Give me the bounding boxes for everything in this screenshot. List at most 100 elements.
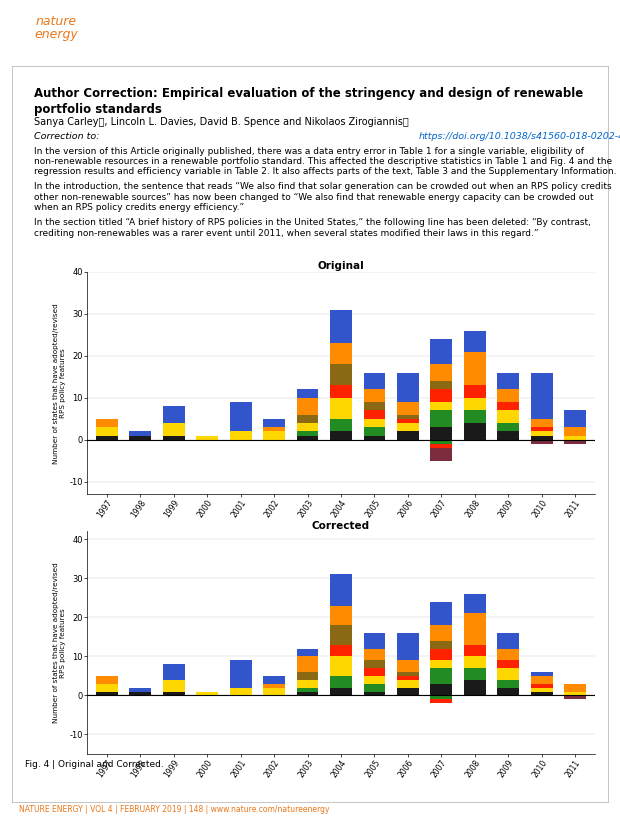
Bar bbox=[430, 641, 452, 648]
Bar bbox=[564, 436, 586, 440]
Bar bbox=[363, 676, 385, 684]
Bar bbox=[297, 691, 319, 695]
Bar bbox=[330, 432, 352, 440]
Bar bbox=[363, 684, 385, 691]
Bar bbox=[330, 676, 352, 687]
Bar bbox=[330, 644, 352, 657]
Bar bbox=[531, 684, 552, 687]
Bar bbox=[264, 687, 285, 695]
Bar bbox=[297, 687, 319, 691]
Bar bbox=[430, 660, 452, 668]
Bar bbox=[363, 410, 385, 419]
Bar bbox=[264, 427, 285, 432]
Bar bbox=[464, 330, 485, 352]
Bar bbox=[363, 402, 385, 410]
Bar bbox=[564, 427, 586, 436]
Bar bbox=[130, 436, 151, 440]
Bar bbox=[497, 410, 519, 423]
Bar bbox=[264, 676, 285, 684]
Text: In the introduction, the sentence that reads “We also find that solar generation: In the introduction, the sentence that r… bbox=[34, 182, 612, 212]
Text: In the version of this Article originally published, there was a data entry erro: In the version of this Article originall… bbox=[34, 147, 617, 176]
Bar bbox=[430, 668, 452, 684]
Bar bbox=[464, 680, 485, 695]
Bar bbox=[230, 660, 252, 687]
Bar bbox=[497, 680, 519, 687]
Bar bbox=[363, 436, 385, 440]
Bar bbox=[197, 691, 218, 695]
Bar bbox=[430, 700, 452, 703]
Bar bbox=[531, 419, 552, 427]
Bar bbox=[531, 372, 552, 419]
Text: In the section titled “A brief history of RPS policies in the United States,” th: In the section titled “A brief history o… bbox=[34, 218, 591, 238]
Bar bbox=[464, 657, 485, 668]
Bar bbox=[297, 680, 319, 687]
Bar bbox=[430, 364, 452, 381]
Bar bbox=[397, 680, 419, 687]
Y-axis label: Number of states that have adopted/revised
RPS policy features: Number of states that have adopted/revis… bbox=[53, 302, 66, 464]
Bar bbox=[363, 660, 385, 668]
Bar bbox=[430, 339, 452, 364]
Bar bbox=[96, 436, 118, 440]
Bar bbox=[397, 633, 419, 660]
Title: Corrected: Corrected bbox=[312, 521, 370, 531]
Bar bbox=[430, 625, 452, 641]
Bar bbox=[464, 352, 485, 386]
Bar bbox=[297, 398, 319, 414]
Bar bbox=[497, 687, 519, 695]
Bar bbox=[497, 390, 519, 402]
Bar bbox=[430, 402, 452, 410]
Bar bbox=[264, 684, 285, 687]
Text: nature
energy: nature energy bbox=[34, 15, 78, 41]
Bar bbox=[264, 432, 285, 440]
Bar bbox=[464, 613, 485, 644]
Bar bbox=[464, 423, 485, 440]
Bar bbox=[96, 419, 118, 427]
Legend: Energy efficiency, Penalty, Geographical limits, Credit multiplier, Cost recover: Energy efficiency, Penalty, Geographical… bbox=[219, 583, 463, 613]
Bar bbox=[330, 657, 352, 676]
Bar bbox=[297, 414, 319, 423]
Bar bbox=[531, 427, 552, 432]
Bar bbox=[430, 695, 452, 700]
Bar bbox=[363, 668, 385, 676]
Bar bbox=[464, 594, 485, 613]
Text: Correction to:: Correction to: bbox=[34, 132, 102, 141]
Text: NATURE ENERGY | VOL 4 | FEBRUARY 2019 | 148 | www.nature.com/natureenergy: NATURE ENERGY | VOL 4 | FEBRUARY 2019 | … bbox=[19, 805, 329, 813]
Bar bbox=[330, 386, 352, 398]
Text: https://doi.org/10.1038/s41560-018-0202-4: https://doi.org/10.1038/s41560-018-0202-… bbox=[418, 132, 620, 141]
Bar bbox=[497, 372, 519, 390]
Bar bbox=[397, 402, 419, 414]
Bar bbox=[430, 427, 452, 440]
Bar bbox=[531, 440, 552, 444]
Text: AMENDMENTS: AMENDMENTS bbox=[388, 11, 555, 30]
Bar bbox=[363, 648, 385, 660]
Title: Original: Original bbox=[317, 261, 365, 271]
Text: Fig. 4 | Original and Corrected.: Fig. 4 | Original and Corrected. bbox=[25, 760, 164, 769]
Bar bbox=[430, 684, 452, 695]
Bar bbox=[96, 676, 118, 684]
Bar bbox=[163, 680, 185, 691]
Bar bbox=[430, 390, 452, 402]
Bar bbox=[430, 602, 452, 625]
Bar bbox=[464, 644, 485, 657]
Bar bbox=[464, 398, 485, 410]
Bar bbox=[564, 691, 586, 695]
Bar bbox=[497, 423, 519, 432]
Bar bbox=[397, 414, 419, 419]
Bar bbox=[531, 432, 552, 436]
Bar bbox=[297, 657, 319, 672]
Bar bbox=[297, 423, 319, 432]
Text: Sanya Carleyⓘ, Lincoln L. Davies, David B. Spence and Nikolaos Zirogiannisⓘ: Sanya Carleyⓘ, Lincoln L. Davies, David … bbox=[34, 117, 409, 127]
Bar bbox=[363, 427, 385, 436]
Bar bbox=[297, 390, 319, 398]
Bar bbox=[130, 691, 151, 695]
Bar bbox=[397, 419, 419, 423]
Bar bbox=[130, 687, 151, 691]
Bar bbox=[163, 423, 185, 436]
Bar bbox=[297, 672, 319, 680]
Bar bbox=[297, 436, 319, 440]
Bar bbox=[163, 664, 185, 680]
Bar bbox=[330, 310, 352, 344]
Bar bbox=[163, 436, 185, 440]
Bar bbox=[464, 668, 485, 680]
Bar bbox=[430, 410, 452, 427]
